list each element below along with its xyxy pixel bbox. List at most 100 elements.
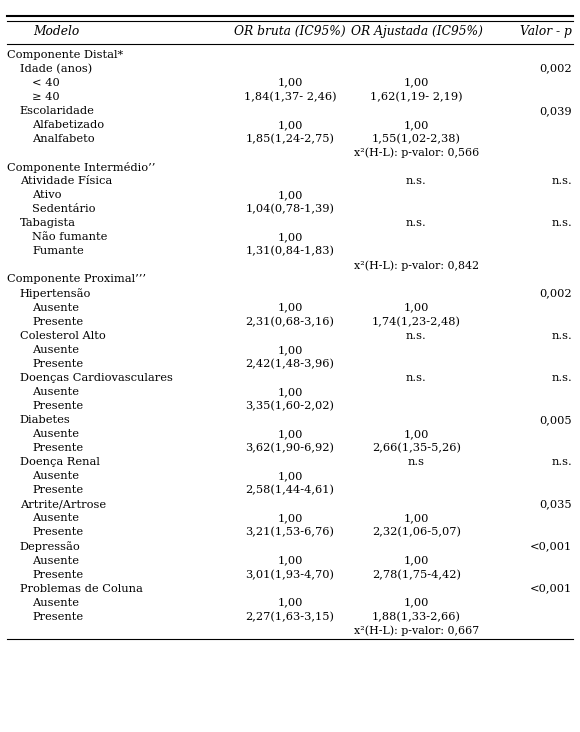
Text: 0,002: 0,002 (539, 64, 572, 74)
Text: Diabetes: Diabetes (20, 415, 71, 425)
Text: Ativo: Ativo (32, 190, 62, 200)
Text: n.s.: n.s. (551, 331, 572, 340)
Text: 1,00: 1,00 (277, 429, 303, 439)
Text: 1,00: 1,00 (277, 556, 303, 566)
Text: 2,66(1,35-5,26): 2,66(1,35-5,26) (372, 443, 461, 453)
Text: Presente: Presente (32, 485, 84, 496)
Text: Tabagista: Tabagista (20, 218, 76, 228)
Text: 1,00: 1,00 (277, 78, 303, 88)
Text: < 40: < 40 (32, 78, 60, 88)
Text: 3,35(1,60-2,02): 3,35(1,60-2,02) (245, 400, 335, 411)
Text: Presente: Presente (32, 317, 84, 326)
Text: Depressão: Depressão (20, 541, 81, 552)
Text: 1,00: 1,00 (404, 429, 429, 439)
Text: Escolaridade: Escolaridade (20, 106, 95, 116)
Text: Problemas de Coluna: Problemas de Coluna (20, 583, 143, 594)
Text: n.s.: n.s. (551, 458, 572, 467)
Text: <0,001: <0,001 (530, 542, 572, 551)
Text: 1,00: 1,00 (277, 232, 303, 242)
Text: 1,00: 1,00 (404, 302, 429, 313)
Text: Não fumante: Não fumante (32, 232, 108, 242)
Text: Ausente: Ausente (32, 302, 79, 313)
Text: 1,88(1,33-2,66): 1,88(1,33-2,66) (372, 611, 461, 622)
Text: <0,001: <0,001 (530, 583, 572, 594)
Text: Alfabetizado: Alfabetizado (32, 120, 104, 130)
Text: 1,85(1,24-2,75): 1,85(1,24-2,75) (245, 134, 335, 144)
Text: Presente: Presente (32, 359, 84, 369)
Text: Atividade Física: Atividade Física (20, 176, 112, 186)
Text: Doença Renal: Doença Renal (20, 458, 100, 467)
Text: 1,00: 1,00 (277, 598, 303, 608)
Text: Sedentário: Sedentário (32, 204, 96, 214)
Text: 0,005: 0,005 (539, 415, 572, 425)
Text: Modelo: Modelo (33, 25, 79, 38)
Text: Presente: Presente (32, 443, 84, 453)
Text: Componente Distal*: Componente Distal* (7, 50, 123, 59)
Text: 3,01(1,93-4,70): 3,01(1,93-4,70) (245, 569, 335, 580)
Text: n.s.: n.s. (406, 176, 427, 186)
Text: x²(H-L): p-valor: 0,566: x²(H-L): p-valor: 0,566 (354, 148, 479, 158)
Text: 1,00: 1,00 (404, 598, 429, 608)
Text: 1,00: 1,00 (404, 513, 429, 523)
Text: Hipertensão: Hipertensão (20, 288, 91, 299)
Text: 1,00: 1,00 (277, 120, 303, 130)
Text: 1,55(1,02-2,38): 1,55(1,02-2,38) (372, 134, 461, 144)
Text: n.s.: n.s. (551, 218, 572, 228)
Text: OR Ajustada (IC95%): OR Ajustada (IC95%) (350, 25, 483, 38)
Text: Doenças Cardiovasculares: Doenças Cardiovasculares (20, 373, 173, 383)
Text: n.s.: n.s. (406, 373, 427, 383)
Text: Presente: Presente (32, 401, 84, 411)
Text: Analfabeto: Analfabeto (32, 134, 95, 144)
Text: 1,62(1,19- 2,19): 1,62(1,19- 2,19) (370, 92, 463, 102)
Text: 1,74(1,23-2,48): 1,74(1,23-2,48) (372, 316, 461, 326)
Text: 2,58(1,44-4,61): 2,58(1,44-4,61) (245, 485, 335, 496)
Text: Fumante: Fumante (32, 247, 84, 256)
Text: 2,32(1,06-5,07): 2,32(1,06-5,07) (372, 527, 461, 537)
Text: Idade (anos): Idade (anos) (20, 64, 92, 74)
Text: Ausente: Ausente (32, 429, 79, 439)
Text: 2,78(1,75-4,42): 2,78(1,75-4,42) (372, 569, 461, 580)
Text: n.s.: n.s. (406, 218, 427, 228)
Text: ≥ 40: ≥ 40 (32, 92, 60, 102)
Text: 1,00: 1,00 (277, 345, 303, 355)
Text: 1,00: 1,00 (277, 513, 303, 523)
Text: 0,002: 0,002 (539, 288, 572, 299)
Text: Presente: Presente (32, 612, 84, 621)
Text: Ausente: Ausente (32, 556, 79, 566)
Text: 2,27(1,63-3,15): 2,27(1,63-3,15) (245, 611, 335, 622)
Text: Componente Proximal’’’: Componente Proximal’’’ (7, 274, 146, 285)
Text: Ausente: Ausente (32, 513, 79, 523)
Text: Ausente: Ausente (32, 598, 79, 608)
Text: 0,035: 0,035 (539, 499, 572, 509)
Text: Valor - p: Valor - p (520, 25, 572, 38)
Text: 1,00: 1,00 (404, 120, 429, 130)
Text: 1,00: 1,00 (277, 387, 303, 397)
Text: Artrite/Artrose: Artrite/Artrose (20, 499, 106, 509)
Text: Ausente: Ausente (32, 345, 79, 355)
Text: Componente Intermédio’’: Componente Intermédio’’ (7, 162, 155, 173)
Text: 3,62(1,90-6,92): 3,62(1,90-6,92) (245, 443, 335, 453)
Text: 1,00: 1,00 (277, 471, 303, 481)
Text: Ausente: Ausente (32, 387, 79, 397)
Text: 0,039: 0,039 (539, 106, 572, 116)
Text: 3,21(1,53-6,76): 3,21(1,53-6,76) (245, 527, 335, 537)
Text: 1,00: 1,00 (277, 302, 303, 313)
Text: x²(H-L): p-valor: 0,667: x²(H-L): p-valor: 0,667 (354, 626, 479, 636)
Text: n.s.: n.s. (551, 373, 572, 383)
Text: x²(H-L): p-valor: 0,842: x²(H-L): p-valor: 0,842 (354, 260, 479, 271)
Text: 1,84(1,37- 2,46): 1,84(1,37- 2,46) (244, 92, 336, 102)
Text: 1,00: 1,00 (404, 556, 429, 566)
Text: 1,04(0,78-1,39): 1,04(0,78-1,39) (245, 204, 335, 214)
Text: Ausente: Ausente (32, 471, 79, 481)
Text: 1,00: 1,00 (404, 78, 429, 88)
Text: 1,31(0,84-1,83): 1,31(0,84-1,83) (245, 246, 335, 256)
Text: n.s: n.s (408, 458, 425, 467)
Text: OR bruta (IC95%): OR bruta (IC95%) (234, 25, 346, 38)
Text: 2,31(0,68-3,16): 2,31(0,68-3,16) (245, 316, 335, 326)
Text: 1,00: 1,00 (277, 190, 303, 200)
Text: n.s.: n.s. (406, 331, 427, 340)
Text: Presente: Presente (32, 569, 84, 580)
Text: n.s.: n.s. (551, 176, 572, 186)
Text: Presente: Presente (32, 528, 84, 537)
Text: Colesterol Alto: Colesterol Alto (20, 331, 106, 340)
